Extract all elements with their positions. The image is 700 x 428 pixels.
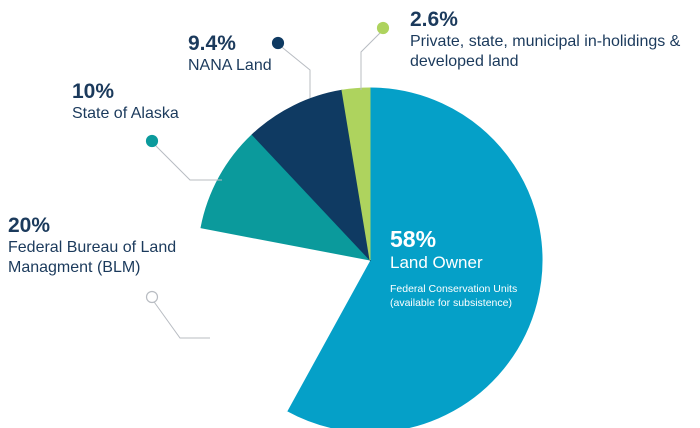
slice-pct-blm: 20% [8,214,51,237]
leader-line-nana [277,43,311,98]
leader-dot-blm [145,290,159,304]
pie-slice-state [200,133,372,261]
pie-slice-land-owner [286,87,543,428]
slice-text-private: Private, state, municipal in-holidings &… [410,33,681,70]
slice-pct-nana: 9.4% [188,32,236,55]
slice-label-state: 10% State of Alaska [72,80,222,124]
slice-text-state: State of Alaska [72,105,179,122]
slice-text-blm: Federal Bureau of Land Managment (BLM) [8,239,177,276]
slice-pct-land-owner: 58% [390,226,437,252]
leader-dot-nana [271,36,285,50]
leader-line-state [152,142,222,181]
leader-dot-private [376,21,390,35]
slice-label-land-owner: 58% Land Owner Federal Conservation Unit… [390,226,540,310]
pie-slice-blm [197,227,371,412]
leader-dot-state [145,134,159,148]
pie-slice-private [341,87,371,261]
slice-label-private: 2.6% Private, state, municipal in-holidi… [410,8,695,72]
slice-label-nana: 9.4% NANA Land [188,32,308,76]
slice-note-land-owner: Federal Conservation Units (available fo… [390,283,518,309]
slice-text-land-owner: Land Owner [390,253,483,272]
slice-pct-state: 10% [72,80,115,103]
leader-line-blm [151,298,210,339]
slice-text-nana: NANA Land [188,57,272,74]
pie-slice-nana [251,89,371,262]
slice-label-blm: 20% Federal Bureau of Land Managment (BL… [8,214,193,278]
slice-pct-private: 2.6% [410,8,458,31]
leader-line-private [360,29,384,90]
